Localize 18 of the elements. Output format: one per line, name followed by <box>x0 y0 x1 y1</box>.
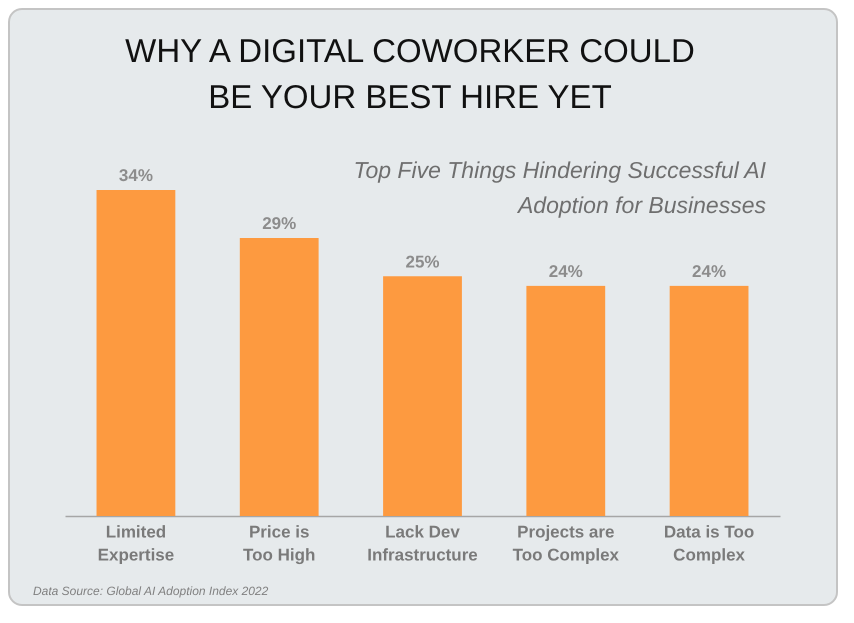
x-tick-label: Projects are Too Complex <box>512 522 620 564</box>
data-label: 24% <box>548 262 583 281</box>
x-tick-label: Limited Expertise <box>98 522 174 564</box>
x-tick-label: Price is Too High <box>243 522 316 564</box>
data-label: 29% <box>262 214 296 233</box>
bar <box>526 286 606 516</box>
data-label: 25% <box>405 252 440 272</box>
data-label: 24% <box>692 262 726 281</box>
source-note: Data Source: Global AI Adoption Index 2022 <box>33 584 268 598</box>
x-tick-label: Lack Dev Infrastructure <box>367 522 478 564</box>
bar <box>670 286 748 516</box>
bar <box>96 190 176 516</box>
bar <box>383 276 462 516</box>
data-label: 34% <box>118 166 153 185</box>
chart-title: WHY A DIGITAL COWORKER COULD BE YOUR BEST HIRE YET <box>124 31 696 117</box>
chart-subtitle: Top Five Things Hindering Successful AI Adoption for Businesses <box>354 157 766 218</box>
bar <box>240 238 319 516</box>
x-tick-label: Data is Too Complex <box>664 522 754 564</box>
